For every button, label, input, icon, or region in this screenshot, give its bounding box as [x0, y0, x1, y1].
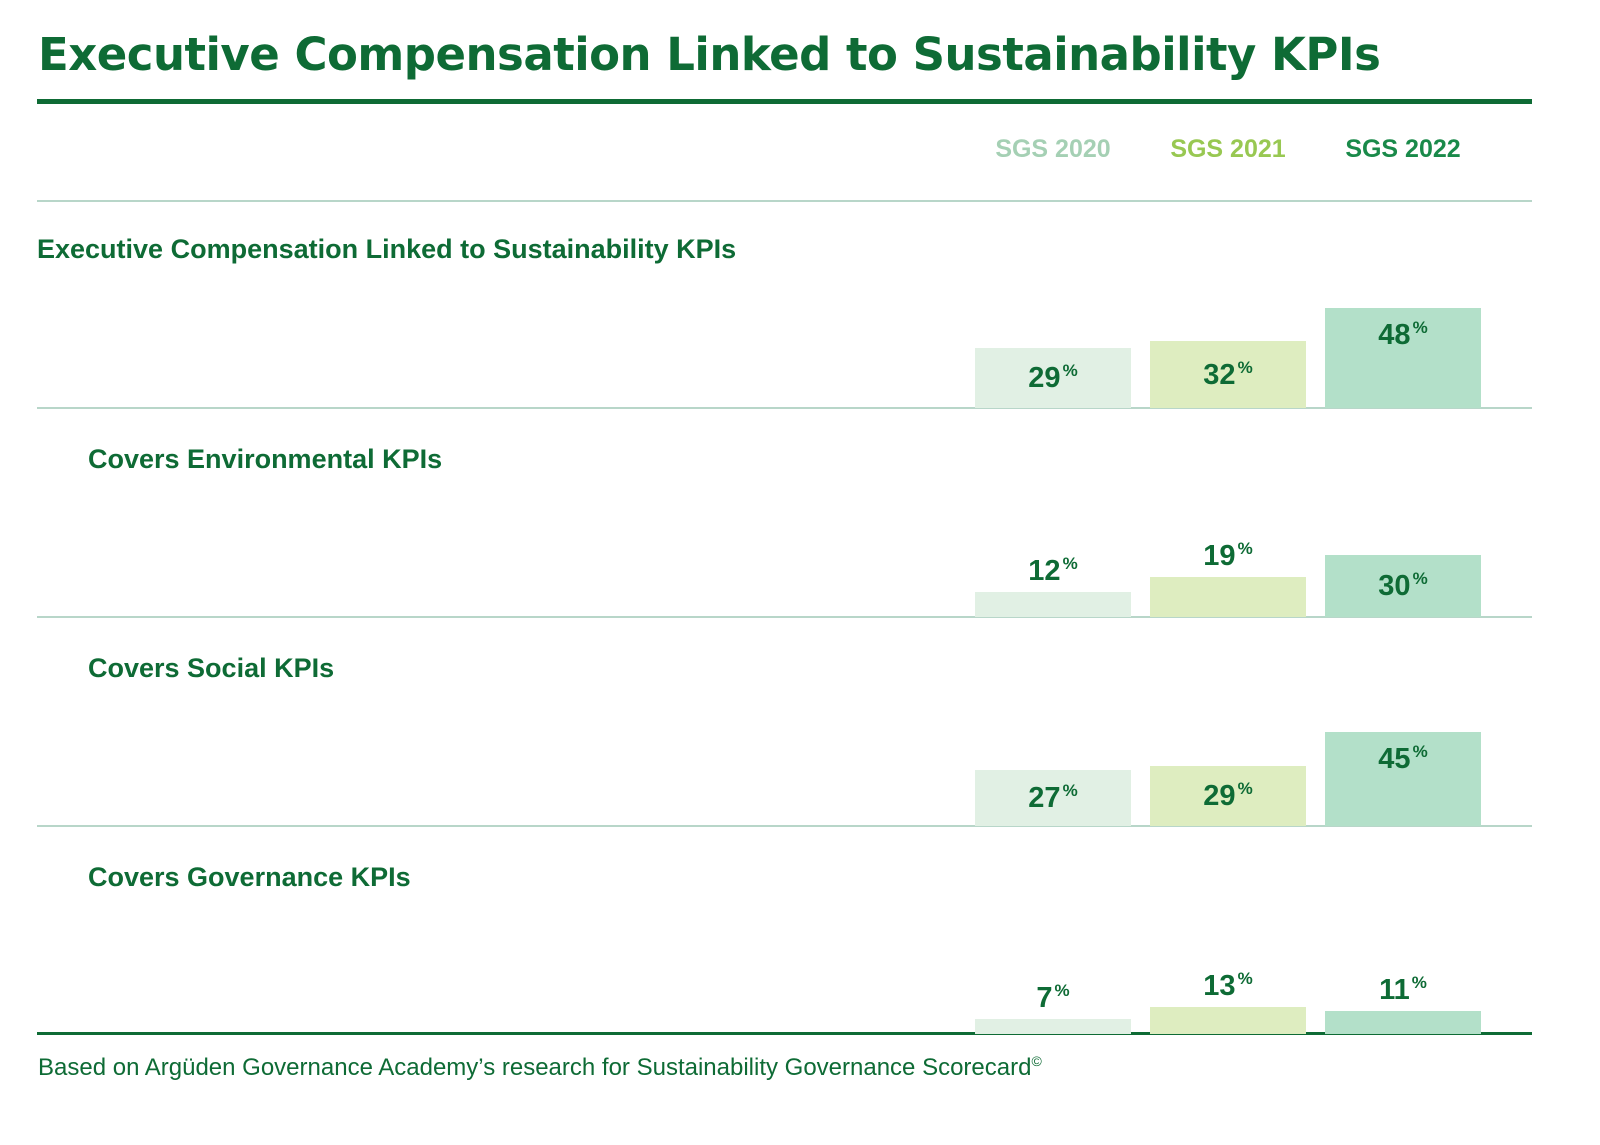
value-label-governance-2021: 13%: [1203, 969, 1253, 1002]
value-label-social-2020: 27%: [1028, 781, 1078, 814]
value-label-overall-2022: 48%: [1378, 318, 1428, 351]
value-label-overall-2021: 32%: [1203, 358, 1253, 391]
category-baseline-environmental: [37, 616, 1532, 618]
value-label-social-2022: 45%: [1378, 742, 1428, 775]
bar-governance-2021: [1150, 1007, 1306, 1034]
value-label-environmental-2020: 12%: [1028, 554, 1078, 587]
category-label-governance: Covers Governance KPIs: [88, 862, 411, 892]
legend-item-sgs-2020: SGS 2020: [995, 135, 1111, 163]
category-label-overall: Executive Compensation Linked to Sustain…: [37, 234, 737, 264]
bar-governance-2020: [975, 1019, 1131, 1034]
value-label-social-2021: 29%: [1203, 779, 1253, 812]
copyright-mark: ©: [1031, 1053, 1042, 1069]
source-note-text: Based on Argüden Governance Academy’s re…: [38, 1054, 1032, 1081]
bar-overall-2021: [1150, 341, 1306, 408]
bar-governance-2022: [1325, 1011, 1481, 1034]
category-baseline-social: [37, 825, 1532, 827]
category-baseline-overall: [37, 407, 1532, 409]
bar-environmental-2022: [1325, 555, 1481, 617]
value-label-environmental-2022: 30%: [1378, 569, 1428, 602]
bar-social-2020: [975, 770, 1131, 826]
bar-social-2021: [1150, 766, 1306, 826]
title-rule: [37, 99, 1532, 104]
value-label-governance-2020: 7%: [1036, 981, 1070, 1014]
bar-overall-2020: [975, 348, 1131, 408]
legend-item-sgs-2022: SGS 2022: [1345, 135, 1461, 163]
legend-item-sgs-2021: SGS 2021: [1170, 135, 1286, 163]
category-baseline-governance: [37, 1032, 1532, 1035]
header-rule: [37, 200, 1532, 202]
category-label-social: Covers Social KPIs: [88, 653, 335, 683]
value-label-environmental-2021: 19%: [1203, 539, 1253, 572]
bar-overall-2022: [1325, 308, 1481, 408]
bar-environmental-2020: [975, 592, 1131, 617]
category-label-environmental: Covers Environmental KPIs: [88, 444, 443, 474]
value-label-governance-2022: 11%: [1379, 973, 1427, 1006]
source-note: Based on Argüden Governance Academy’s re…: [38, 1053, 1042, 1082]
bar-social-2022: [1325, 732, 1481, 826]
chart-title: Executive Compensation Linked to Sustain…: [38, 28, 1381, 81]
bar-environmental-2021: [1150, 577, 1306, 617]
value-label-overall-2020: 29%: [1028, 361, 1078, 394]
